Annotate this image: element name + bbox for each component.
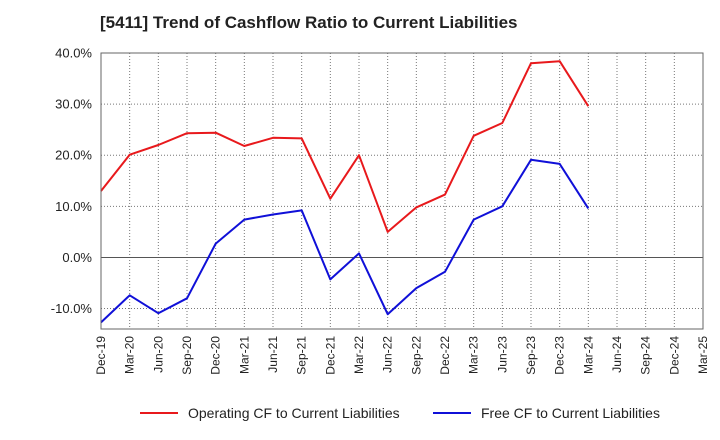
- y-tick-labels: 40.0% 30.0% 20.0% 10.0% 0.0% -10.0%: [51, 46, 93, 317]
- x-tick-label: Mar-22: [352, 336, 366, 374]
- x-tick-label: Jun-23: [495, 336, 509, 373]
- x-tick-label: Dec-22: [438, 336, 452, 375]
- y-tick-label: 20.0%: [55, 148, 92, 163]
- legend-swatch-operating-cf: [140, 412, 178, 414]
- axes: [100, 52, 704, 330]
- legend-item-operating-cf: Operating CF to Current Liabilities: [140, 405, 400, 421]
- x-tick-label: Dec-20: [209, 336, 223, 375]
- x-tick-label: Sep-22: [409, 336, 423, 375]
- x-tick-label: Mar-25: [696, 336, 710, 374]
- x-tick-label: Jun-22: [381, 336, 395, 373]
- x-tick-label: Jun-24: [610, 336, 624, 373]
- x-tick-label: Dec-19: [94, 336, 108, 375]
- x-tick-label: Jun-20: [151, 336, 165, 373]
- chart-title: [5411] Trend of Cashflow Ratio to Curren…: [100, 13, 518, 32]
- y-tick-label: 0.0%: [62, 250, 92, 265]
- x-tick-label: Dec-23: [553, 336, 567, 375]
- x-tick-label: Sep-20: [180, 336, 194, 375]
- y-tick-label: -10.0%: [51, 301, 93, 316]
- legend: Operating CF to Current Liabilities Free…: [0, 405, 720, 427]
- x-tick-label: Sep-21: [295, 336, 309, 375]
- y-tick-label: 10.0%: [55, 199, 92, 214]
- x-tick-label: Mar-23: [467, 336, 481, 374]
- x-tick-label: Mar-21: [237, 336, 251, 374]
- legend-swatch-free-cf: [433, 412, 471, 414]
- x-tick-label: Jun-21: [266, 336, 280, 373]
- series-line-0: [100, 60, 590, 233]
- series-line-1: [100, 158, 590, 324]
- x-tick-labels: Dec-19 Mar-20 Jun-20 Sep-20 Dec-20 Mar-21 Jun-…: [94, 336, 710, 375]
- series-lines: [100, 60, 590, 324]
- y-tick-label: 40.0%: [55, 46, 92, 61]
- x-tick-label: Sep-24: [639, 336, 653, 375]
- x-tick-label: Mar-24: [581, 336, 595, 374]
- plot-frame: [100, 52, 704, 330]
- x-tick-label: Mar-20: [123, 336, 137, 374]
- x-tick-label: Sep-23: [524, 336, 538, 375]
- legend-item-free-cf: Free CF to Current Liabilities: [433, 405, 660, 421]
- y-tick-label: 30.0%: [55, 97, 92, 112]
- legend-label-free-cf: Free CF to Current Liabilities: [481, 405, 660, 421]
- x-tick-label: Dec-21: [323, 336, 337, 375]
- x-tick-label: Dec-24: [667, 336, 681, 375]
- legend-label-operating-cf: Operating CF to Current Liabilities: [188, 405, 400, 421]
- grid-lines: [101, 52, 703, 329]
